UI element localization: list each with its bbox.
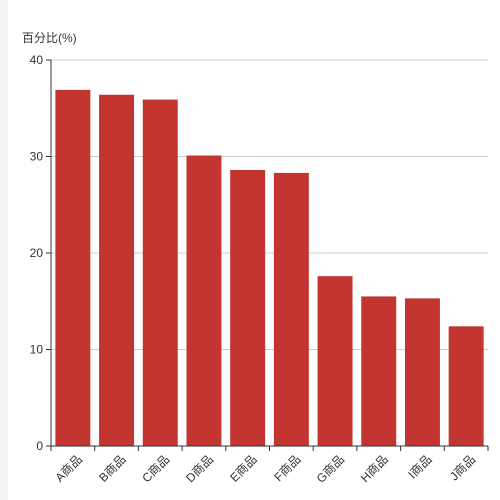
x-tick-label: E商品 [227, 452, 260, 485]
y-tick-label: 10 [30, 343, 44, 357]
x-tick-label: I商品 [405, 452, 435, 482]
y-axis-label: 百分比(%) [22, 31, 77, 45]
x-tick-label: B商品 [95, 452, 128, 485]
chart-container: 百分比(%) 0 10 20 30 40 A商品 B商品 C商品 D商品 E商品 F商品 G商品 H商… [8, 0, 500, 500]
y-tick-label: 0 [36, 439, 43, 453]
bar-chart: 百分比(%) 0 10 20 30 40 A商品 B商品 C商品 D商品 E商品 F商品 G商品 H商… [22, 31, 489, 486]
x-tick-label: F商品 [271, 452, 304, 485]
left-edge-strip [0, 0, 8, 500]
x-tick-label: H商品 [357, 452, 391, 486]
x-tick-label: A商品 [52, 452, 85, 485]
x-axis-labels: A商品 B商品 C商品 D商品 E商品 F商品 G商品 H商品 I商品 J商品 [52, 452, 479, 486]
bar-G商品[interactable] [317, 276, 353, 446]
bars [55, 89, 484, 447]
x-tick-label: G商品 [313, 452, 347, 486]
x-tick-label: C商品 [139, 452, 173, 486]
bar-J商品[interactable] [448, 326, 484, 446]
bar-E商品[interactable] [230, 170, 266, 446]
bar-A商品[interactable] [55, 89, 91, 446]
bar-D商品[interactable] [186, 155, 222, 446]
bar-I商品[interactable] [404, 298, 440, 446]
y-tick-label: 20 [30, 246, 44, 260]
bar-F商品[interactable] [273, 172, 309, 446]
bar-C商品[interactable] [142, 99, 178, 446]
bar-B商品[interactable] [99, 94, 135, 447]
y-tick-label: 30 [30, 150, 44, 164]
x-tick-label: D商品 [182, 452, 216, 486]
y-tick-label: 40 [30, 53, 44, 67]
axes [50, 60, 489, 451]
bar-H商品[interactable] [361, 296, 397, 446]
y-axis-ticks: 0 10 20 30 40 [30, 53, 51, 453]
x-tick-label: J商品 [446, 452, 478, 484]
